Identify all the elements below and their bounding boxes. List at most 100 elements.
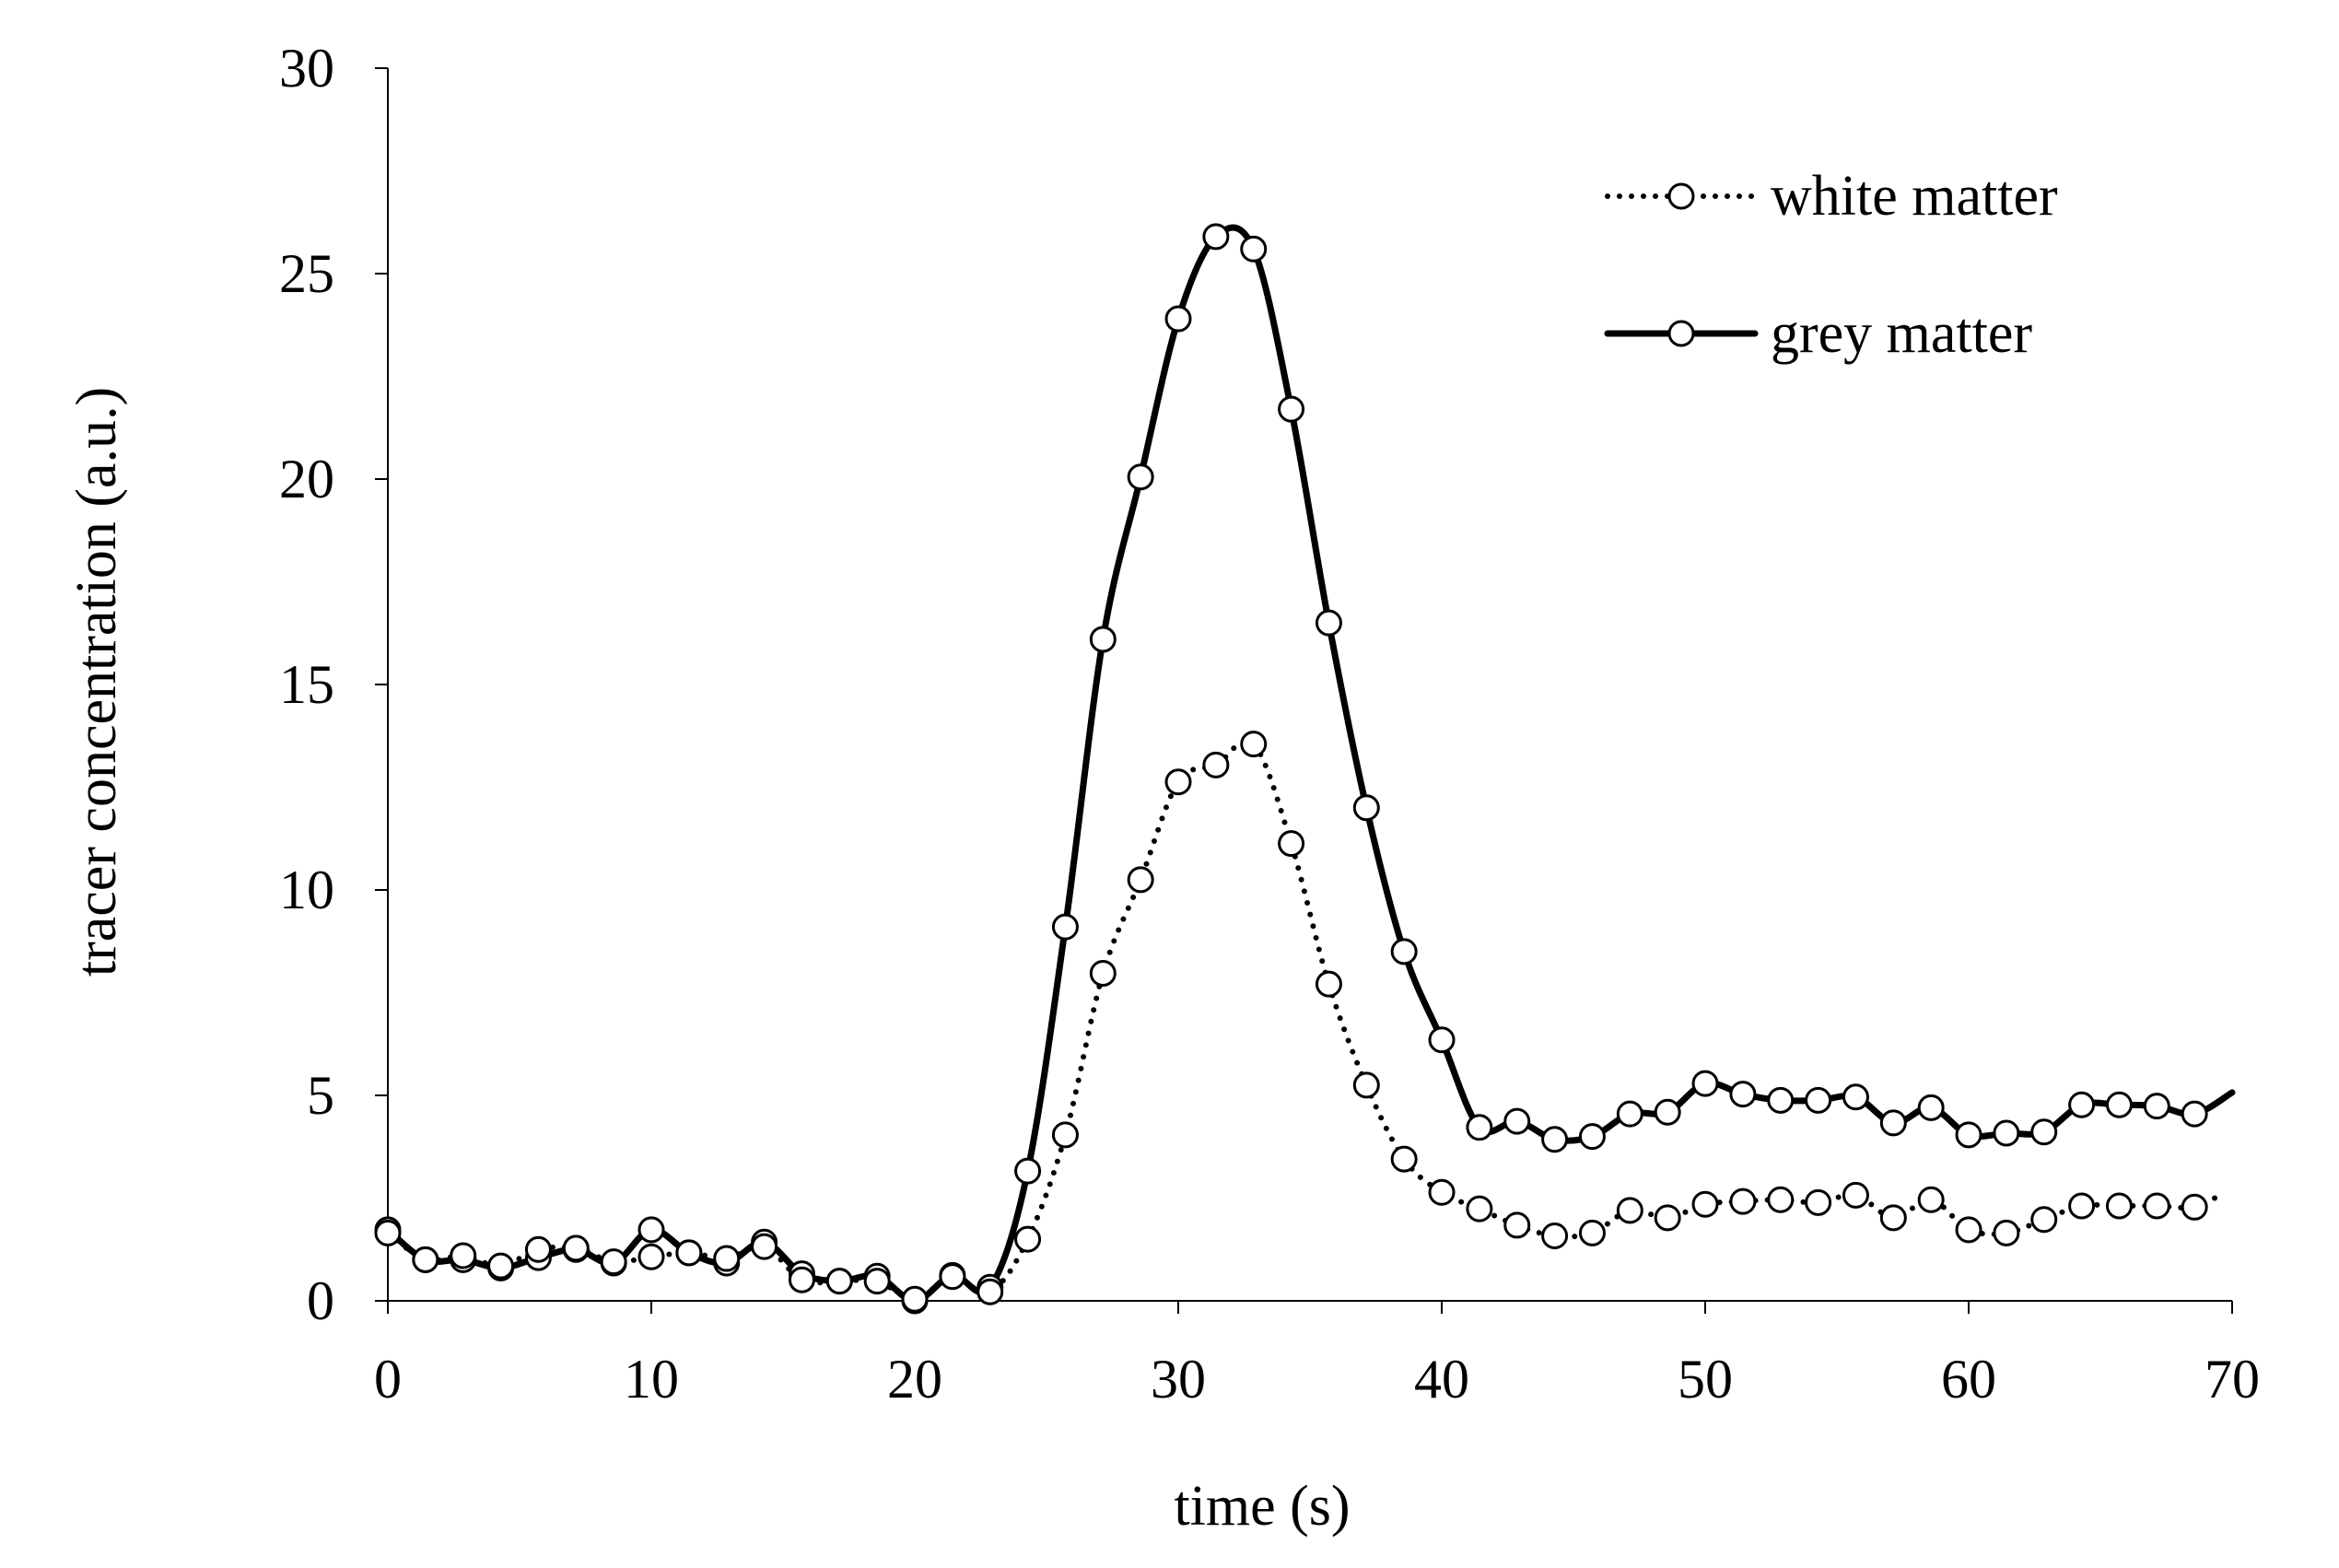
white-matter-point [1240, 731, 1268, 758]
legend-label: white matter [1771, 165, 2058, 228]
white-matter-point [1654, 1204, 1681, 1232]
grey-matter-point [1578, 1123, 1606, 1151]
grey-matter-point [1014, 1157, 1042, 1185]
grey-matter-point [2030, 1118, 2058, 1146]
x-tick-label: 10 [624, 1349, 679, 1410]
legend-label: grey matter [1771, 302, 2032, 365]
white-matter-point [1466, 1195, 1493, 1223]
white-matter-point [939, 1263, 966, 1291]
grey-matter-point [1616, 1100, 1643, 1128]
white-matter-point [374, 1219, 402, 1246]
white-matter-point [1202, 751, 1230, 778]
grey-matter-point [1051, 913, 1079, 941]
grey-matter-point [1089, 626, 1117, 653]
white-matter-point [1278, 830, 1305, 858]
white-matter-point [1352, 1071, 1380, 1099]
grey-matter-point [2105, 1091, 2133, 1118]
y-axis-label: tracer concentration (a.u.) [65, 387, 128, 977]
y-tick-label: 5 [307, 1065, 334, 1126]
grey-matter-point [1164, 305, 1192, 333]
white-matter-point [487, 1252, 515, 1280]
white-matter-point [1390, 1145, 1418, 1173]
white-matter-point [1428, 1178, 1456, 1206]
grey-matter-point [1805, 1086, 1832, 1114]
white-matter-point [751, 1233, 778, 1260]
grey-matter-point [1202, 223, 1230, 251]
white-matter-point [1014, 1225, 1042, 1253]
white-matter-point [637, 1243, 665, 1270]
white-matter-point [901, 1285, 929, 1313]
white-matter-point [1127, 866, 1154, 894]
grey-matter-point [1955, 1121, 1982, 1149]
grey-matter-point [1879, 1109, 1907, 1137]
white-matter-point [600, 1248, 627, 1276]
grey-matter-point [1352, 794, 1380, 822]
grey-matter-point [1842, 1083, 1869, 1111]
white-matter-point [2181, 1193, 2208, 1221]
white-matter-point [1164, 768, 1192, 796]
grey-matter-point [1767, 1086, 1795, 1114]
white-matter-point [2030, 1206, 2058, 1234]
white-matter-point [675, 1239, 703, 1267]
grey-matter-point [1127, 463, 1154, 491]
grey-matter-point [1390, 938, 1418, 965]
grey-matter-point [2181, 1100, 2208, 1128]
white-matter-point [1315, 970, 1342, 998]
white-matter-point [1541, 1223, 1569, 1250]
x-tick-label: 70 [2205, 1349, 2260, 1410]
y-tick-label: 20 [279, 449, 334, 509]
white-matter-point [524, 1235, 552, 1263]
white-matter-point [412, 1246, 439, 1273]
white-matter-point [1729, 1188, 1757, 1215]
x-tick-label: 20 [887, 1349, 942, 1410]
grey-matter-point [2143, 1093, 2170, 1120]
y-tick-label: 15 [279, 654, 334, 715]
white-matter-point [1917, 1186, 1945, 1213]
x-tick-label: 50 [1678, 1349, 1733, 1410]
legend-marker [1667, 182, 1695, 210]
legend: white matter grey matter [1604, 165, 2058, 365]
x-tick-label: 0 [374, 1349, 402, 1410]
grey-matter-point [1240, 235, 1268, 263]
white-matter-point [1578, 1219, 1606, 1246]
white-matter-point [1691, 1190, 1719, 1218]
white-matter-point [1879, 1204, 1907, 1232]
axes: 0 5 10 15 20 25 30 0 10 20 30 40 50 60 70 [279, 38, 2260, 1410]
white-matter-point [2143, 1192, 2170, 1220]
y-tick-label: 25 [279, 243, 334, 304]
grey-matter-point [1278, 395, 1305, 423]
white-matter-point [1805, 1188, 1832, 1216]
grey-matter-point [1541, 1126, 1569, 1153]
grey-matter-point [1729, 1081, 1757, 1108]
white-matter-point [713, 1245, 741, 1272]
x-tick-label: 40 [1414, 1349, 1469, 1410]
grey-matter-point [1917, 1094, 1945, 1121]
grey-matter-point [1993, 1119, 2020, 1147]
white-matter-point [2105, 1192, 2133, 1220]
white-matter-point [1955, 1216, 1982, 1244]
grey-matter-point [1428, 1026, 1456, 1054]
white-matter-line [385, 738, 2225, 1303]
white-matter-point [863, 1268, 891, 1295]
grey-matter-point [2068, 1091, 2096, 1118]
grey-matter-point [1466, 1114, 1493, 1141]
y-tick-label: 10 [279, 860, 334, 920]
white-matter-point [788, 1266, 815, 1293]
y-tick-label: 30 [279, 38, 334, 99]
white-matter-point [977, 1278, 1004, 1305]
grey-matter-point [637, 1216, 665, 1244]
white-matter-point [450, 1242, 477, 1270]
white-matter-point [2068, 1192, 2096, 1220]
x-tick-label: 60 [1941, 1349, 1996, 1410]
grey-matter-point [1654, 1098, 1681, 1126]
x-tick-label: 30 [1151, 1349, 1206, 1410]
x-axis-label: time (s) [1174, 1475, 1350, 1538]
grey-matter-point [1503, 1107, 1531, 1135]
white-matter-point [1051, 1121, 1079, 1149]
white-matter-point [825, 1268, 853, 1295]
white-matter-point [1503, 1211, 1531, 1239]
white-matter-point [1616, 1197, 1643, 1224]
grey-matter-line [384, 224, 2236, 1305]
white-matter-point [1767, 1186, 1795, 1213]
